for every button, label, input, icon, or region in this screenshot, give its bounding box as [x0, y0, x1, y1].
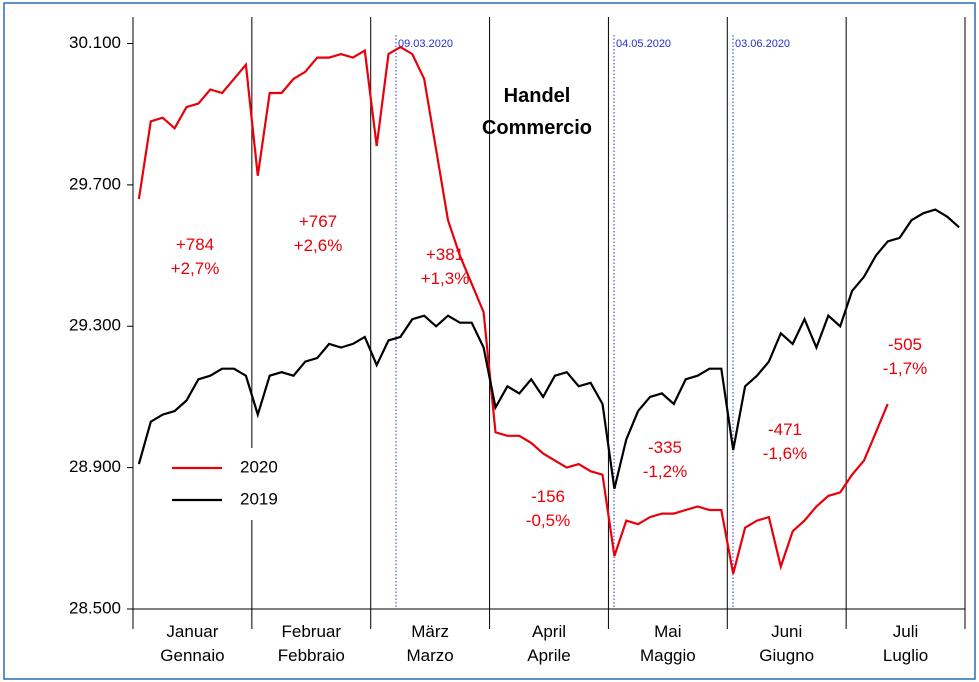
legend-bg — [160, 448, 300, 520]
x-tick-label: Juli Luglio — [882, 622, 929, 665]
date-label: 04.05.2020 — [616, 38, 671, 50]
frame — [3, 2, 976, 680]
y-tick-label: 29.300 — [69, 316, 121, 335]
month-annotation: -156 -0,5% — [525, 487, 571, 530]
date-label: 03.06.2020 — [735, 38, 790, 50]
month-annotation: +784 +2,7% — [170, 235, 220, 278]
x-tick-label: Mai Maggio — [639, 622, 696, 665]
date-label: 09.03.2020 — [398, 38, 453, 50]
chart-title: Handel Commercio — [481, 85, 593, 139]
y-tick-label: 29.700 — [69, 174, 121, 193]
month-annotation: +767 +2,6% — [293, 212, 343, 255]
x-tick-label: Juni Giugno — [759, 622, 815, 665]
month-annotation: +381 +1,3% — [420, 245, 470, 288]
x-tick-label: Februar Febbraio — [277, 622, 345, 665]
month-annotation: -471 -1,6% — [762, 420, 808, 463]
x-tick-label: April Aprile — [527, 622, 571, 665]
legend-label: 2020 — [240, 457, 278, 476]
y-tick-label: 28.900 — [69, 457, 121, 476]
y-tick-label: 30.100 — [69, 33, 121, 52]
month-annotation: -335 -1,2% — [642, 438, 688, 481]
x-tick-label: Januar Gennaio — [160, 622, 225, 665]
legend-label: 2019 — [240, 489, 278, 508]
series-line — [137, 208, 960, 490]
month-annotation: -505 -1,7% — [882, 335, 928, 378]
x-tick-label: März Marzo — [406, 622, 454, 665]
y-tick-label: 28.500 — [69, 598, 121, 617]
series-line — [137, 45, 889, 574]
